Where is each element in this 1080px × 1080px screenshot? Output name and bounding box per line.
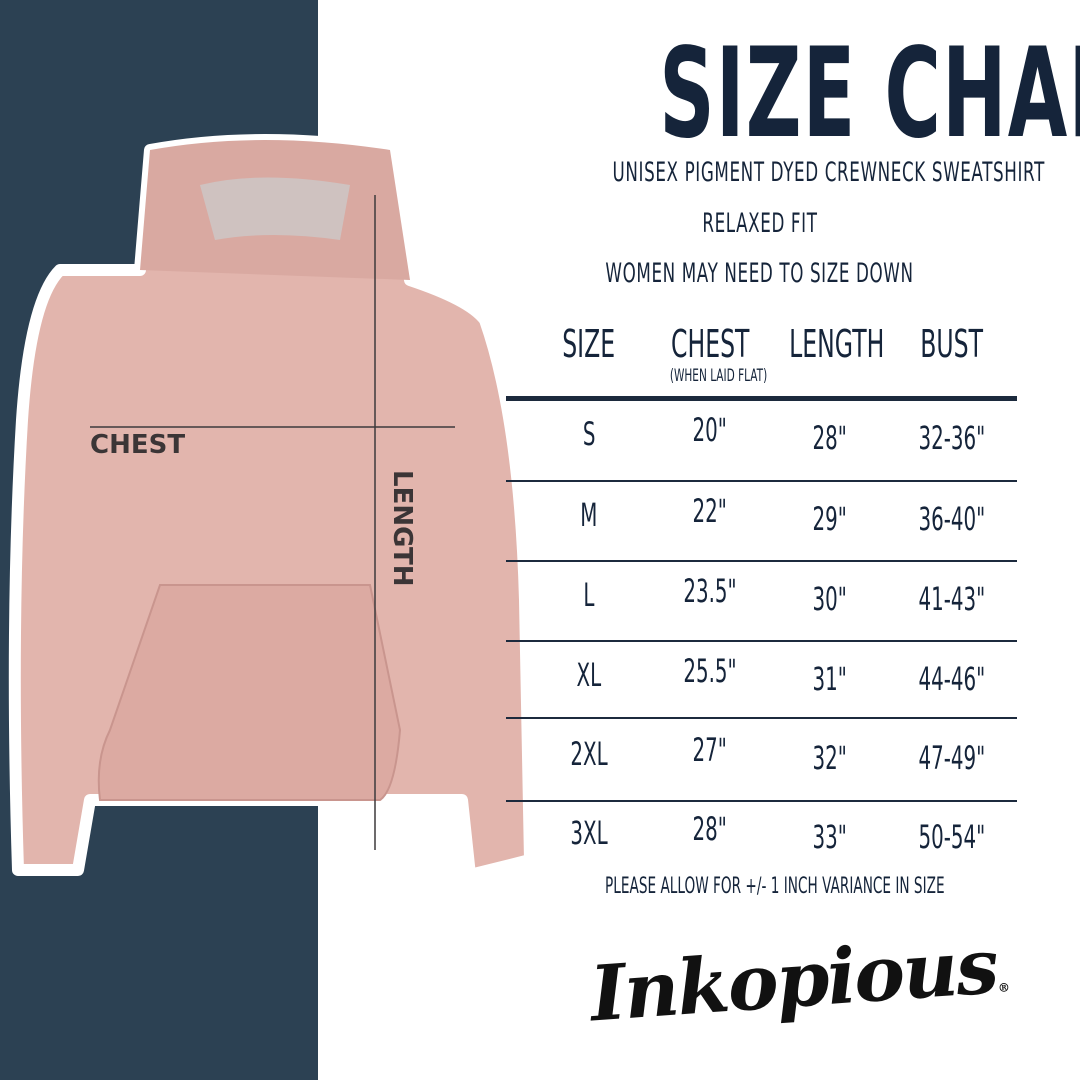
chest-note: (WHEN LAID FLAT) [669,366,768,386]
cell-length: 29" [812,500,848,538]
cell-size: L [583,576,595,614]
hoodie-image [8,134,536,881]
cell-length: 28" [812,419,848,457]
cell-length: 31" [812,660,848,698]
header-bust: BUST [920,322,984,366]
subtitle-note: WOMEN MAY NEED TO SIZE DOWN [605,258,915,289]
row-divider [506,560,1017,562]
cell-chest: 20" [692,411,728,449]
subtitle-fit: RELAXED FIT [702,208,818,239]
subtitle-product: UNISEX PIGMENT DYED CREWNECK SWEATSHIRT [612,157,1045,188]
cell-length: 30" [812,580,848,618]
cell-length: 33" [812,818,848,856]
row-divider [506,480,1017,482]
cell-chest: 23.5" [683,572,737,610]
cell-bust: 36-40" [918,500,986,538]
cell-bust: 50-54" [918,818,986,856]
cell-chest: 22" [692,492,728,530]
cell-length: 32" [812,739,848,777]
page-title: SIZE CHART [659,22,1080,166]
header-size: SIZE [562,322,616,366]
cell-bust: 32-36" [918,419,986,457]
cell-size: S [582,415,596,453]
cell-chest: 28" [692,810,728,848]
cell-size: XL [576,656,602,694]
header-length: LENGTH [789,322,885,366]
cell-chest: 25.5" [683,652,737,690]
footnote: PLEASE ALLOW FOR +/- 1 INCH VARIANCE IN … [605,874,945,899]
cell-size: M [580,496,598,534]
cell-size: 3XL [570,814,608,852]
row-divider [506,640,1017,642]
header-chest: CHEST [670,322,750,366]
chest-label: CHEST [90,430,186,460]
header-divider [506,396,1017,401]
cell-bust: 47-49" [918,739,986,777]
row-divider [506,717,1017,719]
brand-logo: Inkopious® [587,921,1009,1039]
cell-bust: 44-46" [918,660,986,698]
cell-chest: 27" [692,731,728,769]
cell-bust: 41-43" [918,580,986,618]
row-divider [506,800,1017,802]
length-label: LENGTH [387,470,417,587]
cell-size: 2XL [570,735,608,773]
